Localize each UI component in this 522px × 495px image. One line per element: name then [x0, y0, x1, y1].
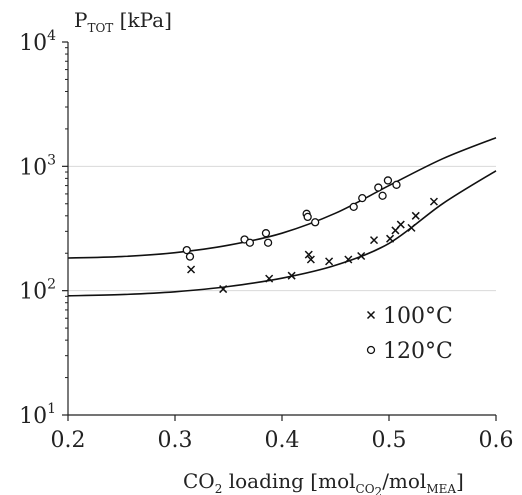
data-point-120c: [245, 238, 255, 247]
data-point-100c: [187, 265, 196, 274]
x-tick-label: 0.3: [158, 428, 193, 453]
data-point-100c: [304, 250, 313, 259]
x-tick-label: 0.2: [51, 428, 86, 453]
data-point-100c: [219, 285, 228, 294]
data-point-100c: [357, 251, 366, 261]
y-axis-label: PTOT [kPa]: [74, 8, 172, 35]
y-tick-label: 101: [19, 401, 56, 429]
model-curves: [67, 136, 497, 297]
data-point-120c: [358, 193, 367, 203]
x-tick-label: 0.5: [372, 428, 407, 453]
data-point-120c: [374, 183, 383, 192]
x-axis-label: CO2 loading [molCO2/molMEA]: [183, 469, 464, 495]
model-curve-2: [67, 136, 497, 259]
axes: [62, 41, 497, 421]
x-tick-label: 0.6: [479, 428, 514, 453]
data-point-100c: [396, 220, 405, 229]
data-point-120c: [383, 176, 393, 185]
data-point-120c: [303, 212, 312, 222]
x-tick-label: 0.4: [265, 428, 300, 453]
data-points: [182, 176, 438, 294]
data-point-100c: [306, 255, 315, 264]
data-point-120c: [182, 245, 191, 255]
y-tick-label: 103: [19, 152, 56, 180]
data-point-100c: [287, 271, 296, 280]
data-point-100c: [265, 274, 274, 283]
data-point-100c: [411, 211, 420, 220]
data-point-100c: [325, 257, 334, 266]
data-point-100c: [344, 255, 353, 264]
data-point-100c: [429, 197, 438, 206]
data-point-100c: [386, 234, 395, 243]
legend-label: 100°C: [383, 304, 453, 329]
y-tick-label: 104: [19, 28, 56, 56]
data-point-120c: [185, 252, 195, 261]
data-point-120c: [311, 218, 320, 227]
data-point-120c: [349, 202, 358, 212]
model-curve-1: [67, 170, 497, 297]
data-point-120c: [263, 238, 273, 247]
legend-marker-cross: [366, 310, 376, 320]
grid-lines: [68, 165, 496, 292]
tick-labels: 101 102 103 104 0.2 0.3 0.4 0.5 0.6: [19, 28, 513, 453]
data-point-120c: [261, 229, 271, 238]
data-point-100c: [369, 236, 379, 245]
y-tick-label: 102: [19, 277, 56, 305]
legend-marker-circle: [366, 345, 376, 355]
data-point-120c: [378, 191, 387, 200]
data-point-120c: [392, 180, 401, 189]
legend: 100°C 120°C: [366, 304, 453, 364]
legend-label: 120°C: [383, 339, 453, 364]
data-point-100c: [407, 223, 416, 232]
